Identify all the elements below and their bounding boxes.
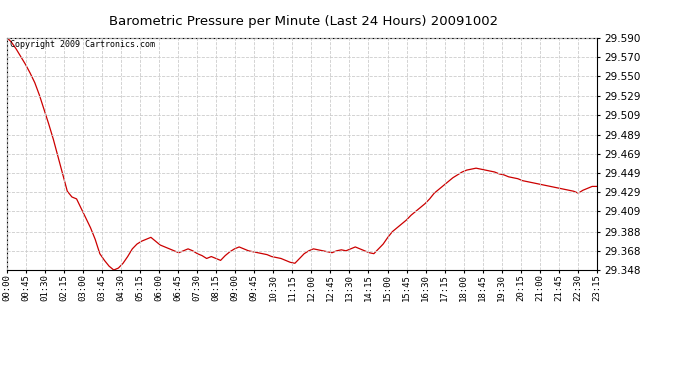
- Text: Copyright 2009 Cartronics.com: Copyright 2009 Cartronics.com: [10, 40, 155, 49]
- Text: Barometric Pressure per Minute (Last 24 Hours) 20091002: Barometric Pressure per Minute (Last 24 …: [109, 15, 498, 28]
